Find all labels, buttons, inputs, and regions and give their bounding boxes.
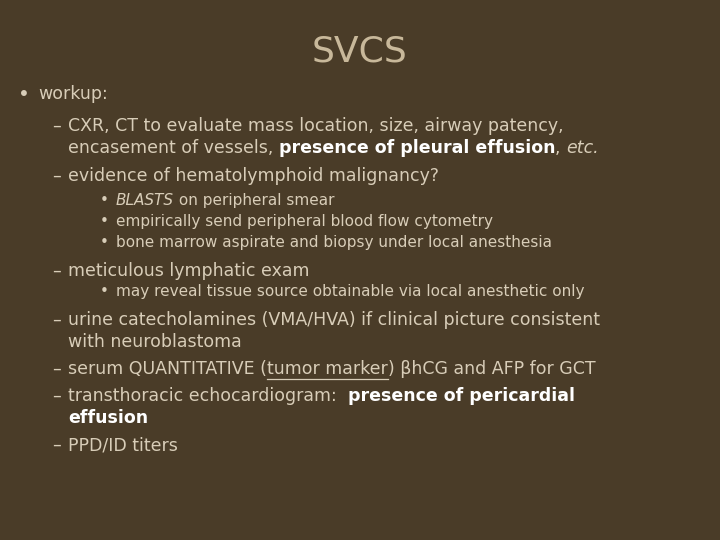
Text: evidence of hematolymphoid malignancy?: evidence of hematolymphoid malignancy?	[68, 167, 439, 185]
Text: •: •	[18, 85, 30, 104]
Text: presence of pericardial: presence of pericardial	[348, 387, 575, 405]
Text: •: •	[100, 193, 109, 208]
Text: •: •	[100, 284, 109, 299]
Text: SVCS: SVCS	[312, 35, 408, 69]
Text: –: –	[52, 262, 60, 280]
Text: workup:: workup:	[38, 85, 108, 103]
Text: CXR, CT to evaluate mass location, size, airway patency,: CXR, CT to evaluate mass location, size,…	[68, 117, 564, 135]
Text: BLASTS: BLASTS	[116, 193, 174, 208]
Text: on peripheral smear: on peripheral smear	[174, 193, 335, 208]
Text: encasement of vessels,: encasement of vessels,	[68, 139, 279, 157]
Text: serum QUANTITATIVE (: serum QUANTITATIVE (	[68, 360, 267, 378]
Text: –: –	[52, 360, 60, 378]
Text: transthoracic echocardiogram:: transthoracic echocardiogram:	[68, 387, 348, 405]
Text: etc.: etc.	[567, 139, 599, 157]
Text: meticulous lymphatic exam: meticulous lymphatic exam	[68, 262, 310, 280]
Text: ,: ,	[555, 139, 567, 157]
Text: •: •	[100, 214, 109, 229]
Text: –: –	[52, 167, 60, 185]
Text: may reveal tissue source obtainable via local anesthetic only: may reveal tissue source obtainable via …	[116, 284, 585, 299]
Text: tumor marker: tumor marker	[267, 360, 387, 378]
Text: bone marrow aspirate and biopsy under local anesthesia: bone marrow aspirate and biopsy under lo…	[116, 235, 552, 250]
Text: –: –	[52, 311, 60, 329]
Text: –: –	[52, 436, 60, 454]
Text: effusion: effusion	[68, 409, 148, 427]
Text: presence of pleural effusion: presence of pleural effusion	[279, 139, 555, 157]
Text: with neuroblastoma: with neuroblastoma	[68, 333, 242, 351]
Text: urine catecholamines (VMA/HVA) if clinical picture consistent: urine catecholamines (VMA/HVA) if clinic…	[68, 311, 600, 329]
Text: –: –	[52, 387, 60, 405]
Text: empirically send peripheral blood flow cytometry: empirically send peripheral blood flow c…	[116, 214, 493, 229]
Text: •: •	[100, 235, 109, 250]
Text: –: –	[52, 117, 60, 135]
Text: PPD/ID titers: PPD/ID titers	[68, 436, 178, 454]
Text: ) βhCG and AFP for GCT: ) βhCG and AFP for GCT	[387, 360, 595, 378]
